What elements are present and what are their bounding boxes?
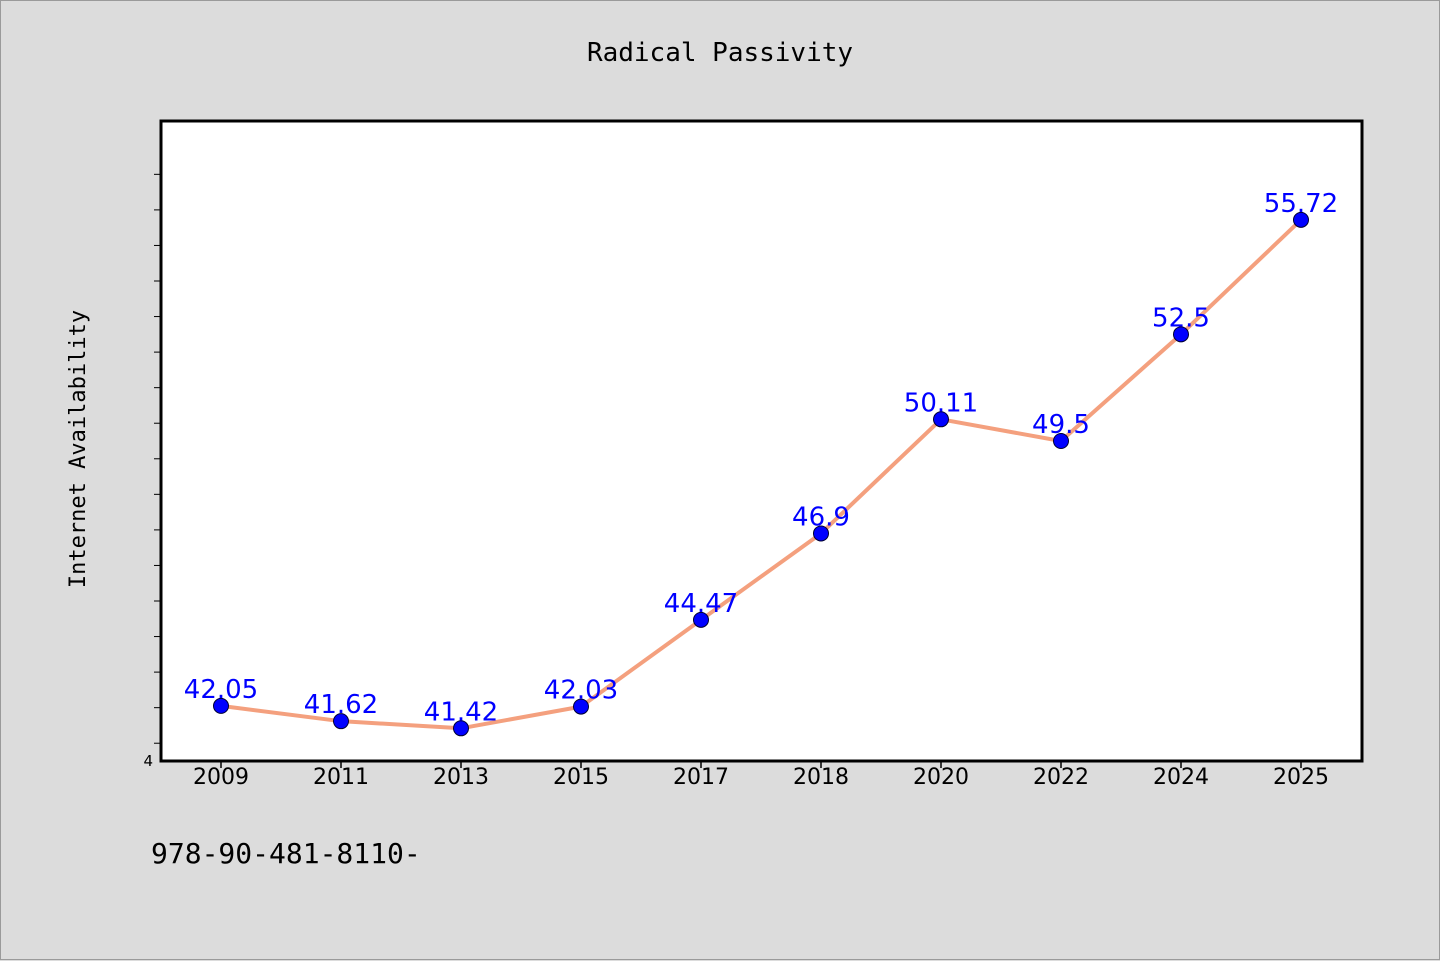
data-label: 49.5 [1032, 410, 1090, 440]
data-label: 55.72 [1264, 189, 1338, 219]
data-point [813, 525, 829, 542]
data-labels: 42.05 41.62 41.42 42.03 44.47 46.9 50.11 49.5 52… [184, 189, 1338, 727]
data-point [213, 697, 229, 714]
x-tick-label: 2009 [193, 765, 249, 790]
y-tick-label: 4 [143, 752, 153, 770]
data-point [933, 411, 949, 428]
series-group [213, 211, 1309, 737]
x-tick-label: 2011 [313, 765, 369, 790]
data-label: 41.62 [304, 690, 378, 720]
data-point [1053, 433, 1069, 449]
data-point [1293, 211, 1309, 228]
data-label: 46.9 [792, 502, 850, 532]
x-tick-label: 2025 [1273, 765, 1329, 790]
data-label: 50.11 [904, 388, 978, 418]
x-tick-label: 2015 [553, 765, 609, 790]
y-axis-label: Internet Availability [66, 310, 91, 588]
data-label: 42.05 [184, 675, 258, 705]
x-tick-label: 2022 [1033, 765, 1089, 790]
series-line [219, 217, 1303, 731]
x-axis-ticks: 2009 2011 2013 2015 2017 2018 2020 2022 2024 2025 [193, 761, 1329, 790]
data-label: 52.5 [1152, 303, 1210, 333]
plot-area [159, 119, 1364, 763]
x-tick-label: 2013 [433, 765, 489, 790]
data-label: 41.42 [424, 697, 498, 727]
chart-title: Radical Passivity [587, 38, 853, 68]
data-label: 42.03 [544, 676, 618, 706]
y-axis-ticks: 4 [143, 173, 161, 770]
data-point [333, 713, 349, 730]
data-point [453, 720, 469, 737]
x-tick-label: 2024 [1153, 765, 1209, 790]
x-tick-label: 2018 [793, 765, 849, 790]
data-label: 44.47 [664, 589, 738, 619]
x-tick-label: 2017 [673, 765, 729, 790]
data-point [573, 698, 589, 715]
footnote: 978-90-481-8110- [151, 837, 421, 870]
x-tick-label: 2020 [913, 765, 969, 790]
data-point [693, 611, 709, 628]
data-point [1173, 326, 1189, 343]
